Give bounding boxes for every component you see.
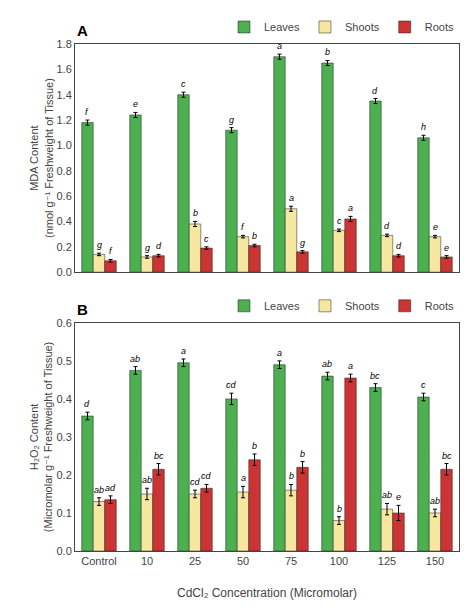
svg-text:1.0: 1.0 — [57, 139, 72, 151]
svg-text:A: A — [77, 22, 88, 39]
svg-text:ab: ab — [322, 359, 332, 369]
svg-text:bc: bc — [154, 451, 164, 461]
svg-text:0.2: 0.2 — [57, 469, 72, 481]
svg-text:f: f — [241, 222, 245, 232]
svg-text:Shoots: Shoots — [345, 21, 380, 33]
svg-text:0.2: 0.2 — [57, 241, 72, 253]
svg-text:e: e — [444, 243, 449, 253]
svg-text:150: 150 — [426, 555, 444, 567]
svg-text:Roots: Roots — [425, 300, 454, 312]
svg-text:d: d — [396, 241, 402, 251]
svg-text:Leaves: Leaves — [264, 21, 300, 33]
svg-text:CdCl₂ Concentration (Micromola: CdCl₂ Concentration (Micromolar) — [177, 586, 357, 600]
svg-text:ab: ab — [430, 496, 440, 506]
svg-text:bc: bc — [370, 371, 380, 381]
svg-text:0.6: 0.6 — [57, 317, 72, 329]
svg-text:50: 50 — [237, 555, 249, 567]
svg-text:0.8: 0.8 — [57, 165, 72, 177]
svg-text:B: B — [77, 301, 88, 318]
svg-text:c: c — [204, 234, 209, 244]
svg-text:Roots: Roots — [425, 21, 454, 33]
svg-text:c: c — [421, 380, 426, 390]
svg-text:cd: cd — [201, 471, 212, 481]
svg-text:a: a — [241, 473, 246, 483]
svg-text:0.4: 0.4 — [57, 215, 72, 227]
svg-text:f: f — [85, 107, 89, 117]
svg-text:h: h — [421, 122, 426, 132]
svg-text:0.6: 0.6 — [57, 190, 72, 202]
svg-text:1.8: 1.8 — [57, 38, 72, 50]
svg-text:b: b — [252, 441, 257, 451]
svg-text:Control: Control — [81, 555, 116, 567]
svg-text:cd: cd — [190, 477, 201, 487]
svg-text:a: a — [277, 348, 282, 358]
svg-text:g: g — [97, 240, 102, 250]
svg-text:Leaves: Leaves — [264, 300, 300, 312]
svg-text:0.4: 0.4 — [57, 393, 72, 405]
svg-text:a: a — [348, 203, 353, 213]
svg-text:bc: bc — [442, 451, 452, 461]
svg-text:f: f — [109, 246, 113, 256]
svg-text:ab: ab — [130, 354, 140, 364]
svg-text:1.4: 1.4 — [57, 89, 72, 101]
svg-text:e: e — [133, 99, 138, 109]
svg-text:e: e — [396, 492, 401, 502]
svg-text:a: a — [277, 41, 282, 51]
svg-text:0.0: 0.0 — [57, 266, 72, 278]
svg-text:1.6: 1.6 — [57, 63, 72, 75]
svg-text:g: g — [229, 115, 234, 125]
svg-text:cd: cd — [226, 380, 237, 390]
svg-text:b: b — [337, 504, 342, 514]
svg-text:0.3: 0.3 — [57, 431, 72, 443]
svg-text:a: a — [348, 361, 353, 371]
svg-text:d: d — [156, 241, 162, 251]
svg-text:0.0: 0.0 — [57, 545, 72, 557]
svg-text:c: c — [181, 79, 186, 89]
svg-text:25: 25 — [189, 555, 201, 567]
svg-text:d: d — [372, 86, 378, 96]
svg-text:0.5: 0.5 — [57, 355, 72, 367]
svg-text:g: g — [300, 238, 305, 248]
svg-text:a: a — [181, 346, 186, 356]
svg-text:c: c — [337, 216, 342, 226]
svg-text:g: g — [145, 243, 150, 253]
svg-text:Shoots: Shoots — [345, 300, 380, 312]
svg-text:a: a — [289, 193, 294, 203]
svg-text:125: 125 — [378, 555, 396, 567]
svg-text:e: e — [433, 222, 438, 232]
svg-text:b: b — [289, 471, 294, 481]
svg-text:b: b — [252, 231, 257, 241]
svg-text:0.1: 0.1 — [57, 507, 72, 519]
svg-text:MDA Content(nmol g⁻¹ Freshweig: MDA Content(nmol g⁻¹ Freshweight of Tiss… — [28, 78, 54, 238]
svg-text:b: b — [325, 47, 330, 57]
svg-text:ab: ab — [94, 485, 104, 495]
svg-text:75: 75 — [285, 555, 297, 567]
svg-text:100: 100 — [330, 555, 348, 567]
svg-text:ad: ad — [105, 483, 116, 493]
svg-text:b: b — [193, 208, 198, 218]
svg-text:H₂O₂ Content(Micromolar g⁻¹ Fr: H₂O₂ Content(Micromolar g⁻¹ Freshweight … — [28, 342, 54, 532]
svg-text:1.2: 1.2 — [57, 114, 72, 126]
svg-text:d: d — [384, 221, 390, 231]
svg-text:d: d — [84, 399, 90, 409]
svg-text:10: 10 — [141, 555, 153, 567]
svg-text:b: b — [300, 449, 305, 459]
svg-text:ab: ab — [382, 490, 392, 500]
svg-text:ab: ab — [142, 475, 152, 485]
